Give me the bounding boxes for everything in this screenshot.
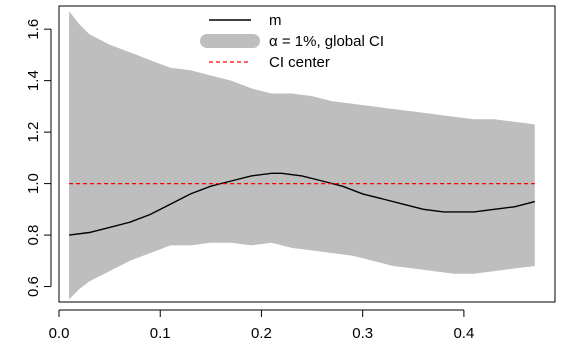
y-tick-label: 1.0 <box>25 173 42 194</box>
x-tick-label: 0.1 <box>150 325 171 342</box>
y-tick-label: 0.6 <box>25 276 42 297</box>
x-tick-label: 0.3 <box>352 325 373 342</box>
y-tick-label: 1.2 <box>25 122 42 143</box>
line-layer <box>69 172 535 236</box>
legend: m α = 1%, global CI CI center <box>200 12 384 71</box>
ci-band <box>69 11 535 300</box>
y-tick-label: 1.4 <box>25 70 42 91</box>
legend-label: CI center <box>269 54 330 71</box>
axis-layer: 0.0 0.1 0.2 0.3 0.4 0.6 0.8 1.0 1.2 1.4 1.6 <box>25 19 474 342</box>
legend-label: α = 1%, global CI <box>269 33 384 50</box>
band-layer <box>69 11 535 300</box>
plot-frame <box>58 5 556 303</box>
y-tick-label: 1.6 <box>25 19 42 40</box>
x-tick-label: 0.0 <box>49 325 70 342</box>
y-tick-label: 0.8 <box>25 225 42 246</box>
mean-line <box>69 172 535 236</box>
legend-label: m <box>269 12 282 29</box>
x-tick-label: 0.2 <box>251 325 272 342</box>
x-tick-label: 0.4 <box>453 325 474 342</box>
